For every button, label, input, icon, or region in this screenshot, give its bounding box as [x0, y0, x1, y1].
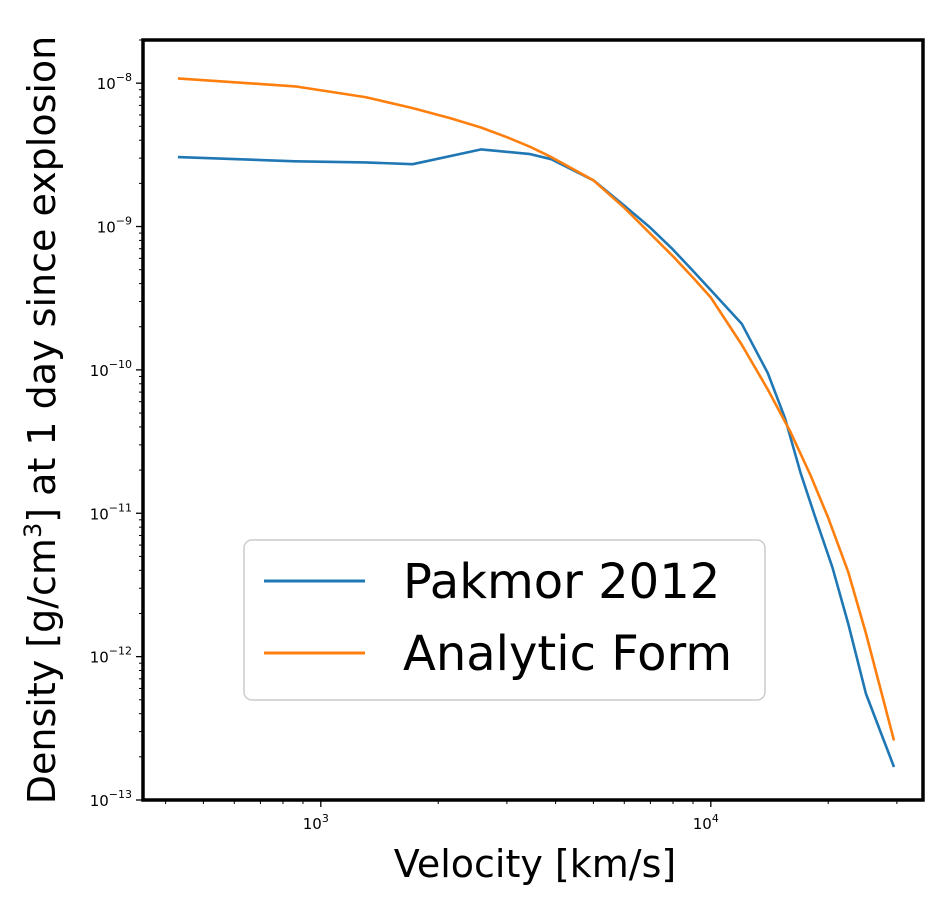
y-tick-label: 10−11 [90, 501, 132, 523]
y-axis-title-part2: ] at 1 day since explosion [20, 36, 64, 523]
series-line-pakmor [177, 148, 896, 768]
x-tick-label: 103 [303, 812, 329, 833]
y-tick-label: 10−12 [90, 645, 132, 667]
tick-label-layer: 103 104 10−13 10−12 10−11 10−10 10−9 10−8 [90, 71, 719, 833]
legend-label-pakmor: Pakmor 2012 [403, 554, 720, 610]
tick-layer [136, 39, 898, 807]
y-tick-label: 10−13 [90, 788, 132, 810]
legend: Pakmor 2012 Analytic Form [243, 539, 766, 701]
y-tick-label: 10−8 [97, 71, 132, 93]
x-axis-title: Velocity [km/s] [394, 842, 676, 886]
y-tick-label: 10−10 [90, 358, 132, 380]
y-axis-title-part1: Density [g/cm [20, 538, 64, 804]
y-axis-title: Density [g/cm3] at 1 day since explosion [19, 36, 64, 805]
y-axis-title-superscript: 3 [19, 523, 47, 538]
series-line-analytic [177, 77, 896, 741]
x-tick-label: 104 [693, 812, 719, 833]
y-tick-label: 10−9 [97, 215, 132, 237]
legend-box [243, 539, 766, 701]
series-layer [177, 77, 896, 768]
plot-frame [141, 38, 925, 802]
legend-label-analytic: Analytic Form [403, 626, 732, 682]
